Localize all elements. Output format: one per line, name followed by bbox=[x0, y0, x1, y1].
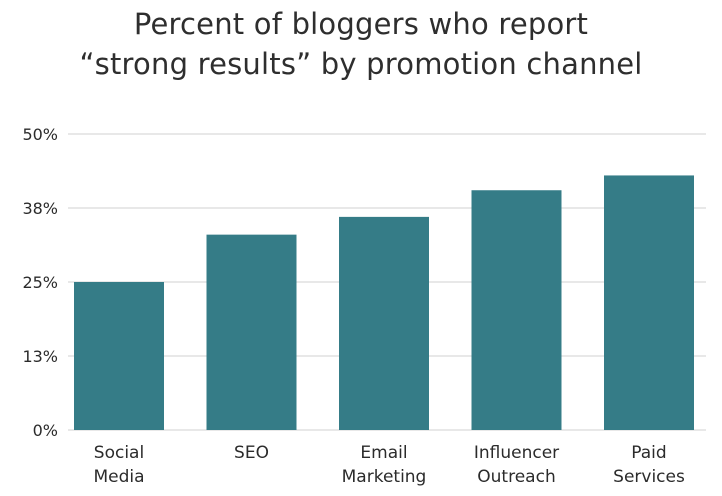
x-category-label: Influencer bbox=[474, 443, 559, 463]
bar bbox=[604, 175, 694, 430]
bar bbox=[339, 216, 429, 430]
chart-title-line-1: Percent of bloggers who report bbox=[133, 7, 589, 41]
x-category-label: SEO bbox=[234, 443, 269, 463]
y-tick-label: 25% bbox=[22, 273, 58, 292]
x-category-label: Social bbox=[94, 443, 144, 463]
chart-title-line-2: “strong results” by promotion channel bbox=[79, 47, 643, 81]
bar-layer bbox=[74, 175, 694, 430]
y-tick-label: 0% bbox=[33, 421, 58, 440]
y-axis-ticks: 0% 13% 25% 38% 50% bbox=[22, 125, 58, 440]
y-tick-label: 50% bbox=[22, 125, 58, 144]
bar bbox=[74, 282, 164, 430]
x-category-label: Media bbox=[93, 467, 144, 487]
x-axis-labels: Social Media SEO Email Marketing Influencer Ou… bbox=[93, 443, 685, 487]
x-category-label: Outreach bbox=[477, 467, 555, 487]
y-tick-label: 13% bbox=[22, 347, 58, 366]
x-category-label: Marketing bbox=[342, 467, 427, 487]
x-category-label: Paid bbox=[631, 443, 666, 463]
y-tick-label: 38% bbox=[22, 199, 58, 218]
chart-title: Percent of bloggers who report “strong r… bbox=[0, 4, 722, 84]
bar bbox=[206, 234, 297, 430]
x-category-label: Email bbox=[360, 443, 407, 463]
x-category-label: Services bbox=[613, 467, 685, 487]
bar bbox=[471, 190, 562, 430]
